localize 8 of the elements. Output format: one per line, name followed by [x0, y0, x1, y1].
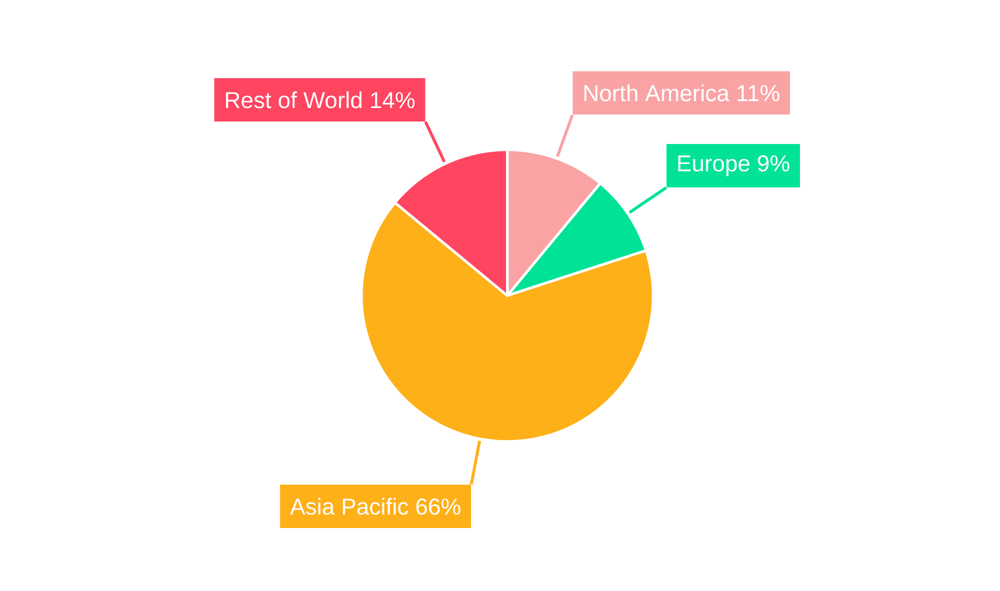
slice-label: North America [584, 84, 730, 102]
data-label: 66% [416, 498, 460, 515]
data-label: 11% [738, 85, 780, 102]
slice-label: Rest of World [226, 91, 362, 108]
slice-label: Europe [678, 155, 750, 176]
data-label: 9% [758, 155, 790, 172]
slice-label: Asia Pacific [290, 498, 408, 515]
data-label: 14% [371, 92, 415, 108]
